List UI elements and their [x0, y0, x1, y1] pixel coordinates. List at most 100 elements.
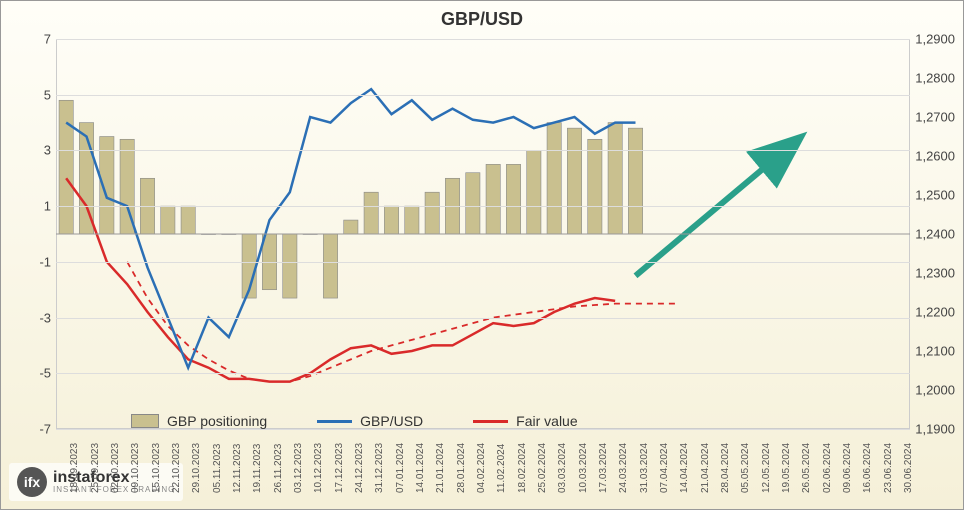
x-tick-label: 21.04.2024: [700, 443, 711, 493]
x-tick-label: 11.02.2024: [496, 444, 507, 493]
x-tick-label: 12.11.2023: [232, 444, 243, 493]
legend-label-blue: GBP/USD: [360, 413, 423, 429]
x-tick-label: 19.11.2023: [252, 444, 263, 493]
x-tick-label: 07.04.2024: [659, 443, 670, 493]
positioning-bar: [506, 164, 520, 234]
positioning-bar: [181, 206, 195, 234]
x-tick-label: 24.03.2024: [618, 443, 629, 493]
x-tick-label: 17.03.2024: [598, 443, 609, 493]
y-right-tick-label: 1,2900: [915, 32, 955, 47]
logo-mark-icon: ifx: [17, 467, 47, 497]
positioning-bar: [466, 173, 480, 234]
positioning-bar: [161, 206, 175, 234]
y-right-tick-label: 1,2500: [915, 188, 955, 203]
x-tick-label: 03.03.2024: [557, 443, 568, 493]
positioning-bar: [588, 139, 602, 234]
x-tick-label: 31.03.2024: [639, 443, 650, 493]
gridline: [56, 95, 910, 96]
y-right-tick-label: 1,2000: [915, 383, 955, 398]
y-left-tick-label: 5: [31, 87, 51, 102]
positioning-bar: [486, 164, 500, 234]
y-right-tick-label: 1,2300: [915, 266, 955, 281]
legend: GBP positioning GBP/USD Fair value: [131, 413, 578, 429]
positioning-bar: [59, 100, 73, 234]
x-tick-label: 24.12.2023: [354, 443, 365, 493]
y-right-tick-label: 1,2200: [915, 305, 955, 320]
x-tick-label: 25.09.2023: [90, 443, 101, 493]
y-left-tick-label: -7: [31, 422, 51, 437]
chart-title: GBP/USD: [1, 9, 963, 30]
x-tick-label: 05.11.2023: [212, 444, 223, 493]
legend-item-bars: GBP positioning: [131, 413, 267, 429]
y-left-tick-label: -3: [31, 310, 51, 325]
gridline: [56, 373, 910, 374]
x-tick-label: 26.11.2023: [273, 444, 284, 493]
gridline: [56, 150, 910, 151]
positioning-bar: [628, 128, 642, 234]
x-tick-label: 31.12.2023: [374, 443, 385, 493]
x-tick-label: 12.05.2024: [761, 443, 772, 493]
x-tick-label: 18.02.2024: [517, 443, 528, 493]
x-tick-label: 02.06.2024: [822, 443, 833, 493]
legend-item-blue: GBP/USD: [317, 413, 423, 429]
x-tick-label: 14.01.2024: [415, 443, 426, 493]
positioning-bar: [283, 234, 297, 298]
positioning-bar: [344, 220, 358, 234]
x-tick-label: 03.12.2023: [293, 443, 304, 493]
x-tick-label: 30.06.2024: [903, 443, 914, 493]
y-left-tick-label: 1: [31, 199, 51, 214]
chart-svg: [56, 39, 910, 429]
y-right-tick-label: 1,2700: [915, 110, 955, 125]
positioning-bar: [425, 192, 439, 234]
y-left-tick-label: 3: [31, 143, 51, 158]
gridline: [56, 429, 910, 430]
x-tick-label: 14.04.2024: [679, 443, 690, 493]
y-left-tick-label: -1: [31, 254, 51, 269]
positioning-bar: [547, 123, 561, 234]
legend-swatch-blue: [317, 420, 352, 423]
trend-arrow-icon: [636, 139, 799, 276]
y-right-tick-label: 1,2600: [915, 149, 955, 164]
positioning-bar: [608, 123, 622, 234]
x-tick-label: 17.12.2023: [334, 443, 345, 493]
x-tick-label: 07.01.2024: [395, 443, 406, 493]
x-tick-label: 18.09.2023: [69, 443, 80, 493]
x-tick-label: 15.10.2023: [151, 443, 162, 493]
x-tick-label: 23.06.2024: [883, 443, 894, 493]
legend-label-bars: GBP positioning: [167, 413, 267, 429]
positioning-bar: [405, 206, 419, 234]
positioning-bar: [364, 192, 378, 234]
x-tick-label: 28.01.2024: [456, 443, 467, 493]
x-tick-label: 10.03.2024: [578, 443, 589, 493]
x-tick-label: 29.10.2023: [191, 443, 202, 493]
x-tick-label: 21.01.2024: [435, 443, 446, 493]
y-right-tick-label: 1,2100: [915, 344, 955, 359]
x-tick-label: 02.10.2023: [110, 443, 121, 493]
y-right-tick-label: 1,2800: [915, 71, 955, 86]
gridline: [56, 262, 910, 263]
legend-swatch-red: [473, 420, 508, 423]
gridline: [56, 39, 910, 40]
positioning-bar: [384, 206, 398, 234]
x-tick-label: 09.10.2023: [130, 443, 141, 493]
positioning-bar: [323, 234, 337, 298]
y-left-tick-label: 7: [31, 32, 51, 47]
positioning-bar: [567, 128, 581, 234]
x-tick-label: 26.05.2024: [801, 443, 812, 493]
x-tick-label: 16.06.2024: [862, 443, 873, 493]
x-tick-label: 04.02.2024: [476, 443, 487, 493]
x-tick-label: 22.10.2023: [171, 443, 182, 493]
legend-swatch-bar: [131, 414, 159, 428]
legend-label-red: Fair value: [516, 413, 577, 429]
gridline: [56, 318, 910, 319]
y-right-tick-label: 1,1900: [915, 422, 955, 437]
x-tick-label: 10.12.2023: [313, 443, 324, 493]
x-tick-label: 28.04.2024: [720, 443, 731, 493]
y-right-tick-label: 1,2400: [915, 227, 955, 242]
y-left-tick-label: -5: [31, 366, 51, 381]
legend-item-red: Fair value: [473, 413, 577, 429]
x-tick-label: 05.05.2024: [740, 443, 751, 493]
fair-value-dashed-line: [127, 262, 676, 382]
x-tick-label: 19.05.2024: [781, 443, 792, 493]
x-tick-label: 25.02.2024: [537, 443, 548, 493]
